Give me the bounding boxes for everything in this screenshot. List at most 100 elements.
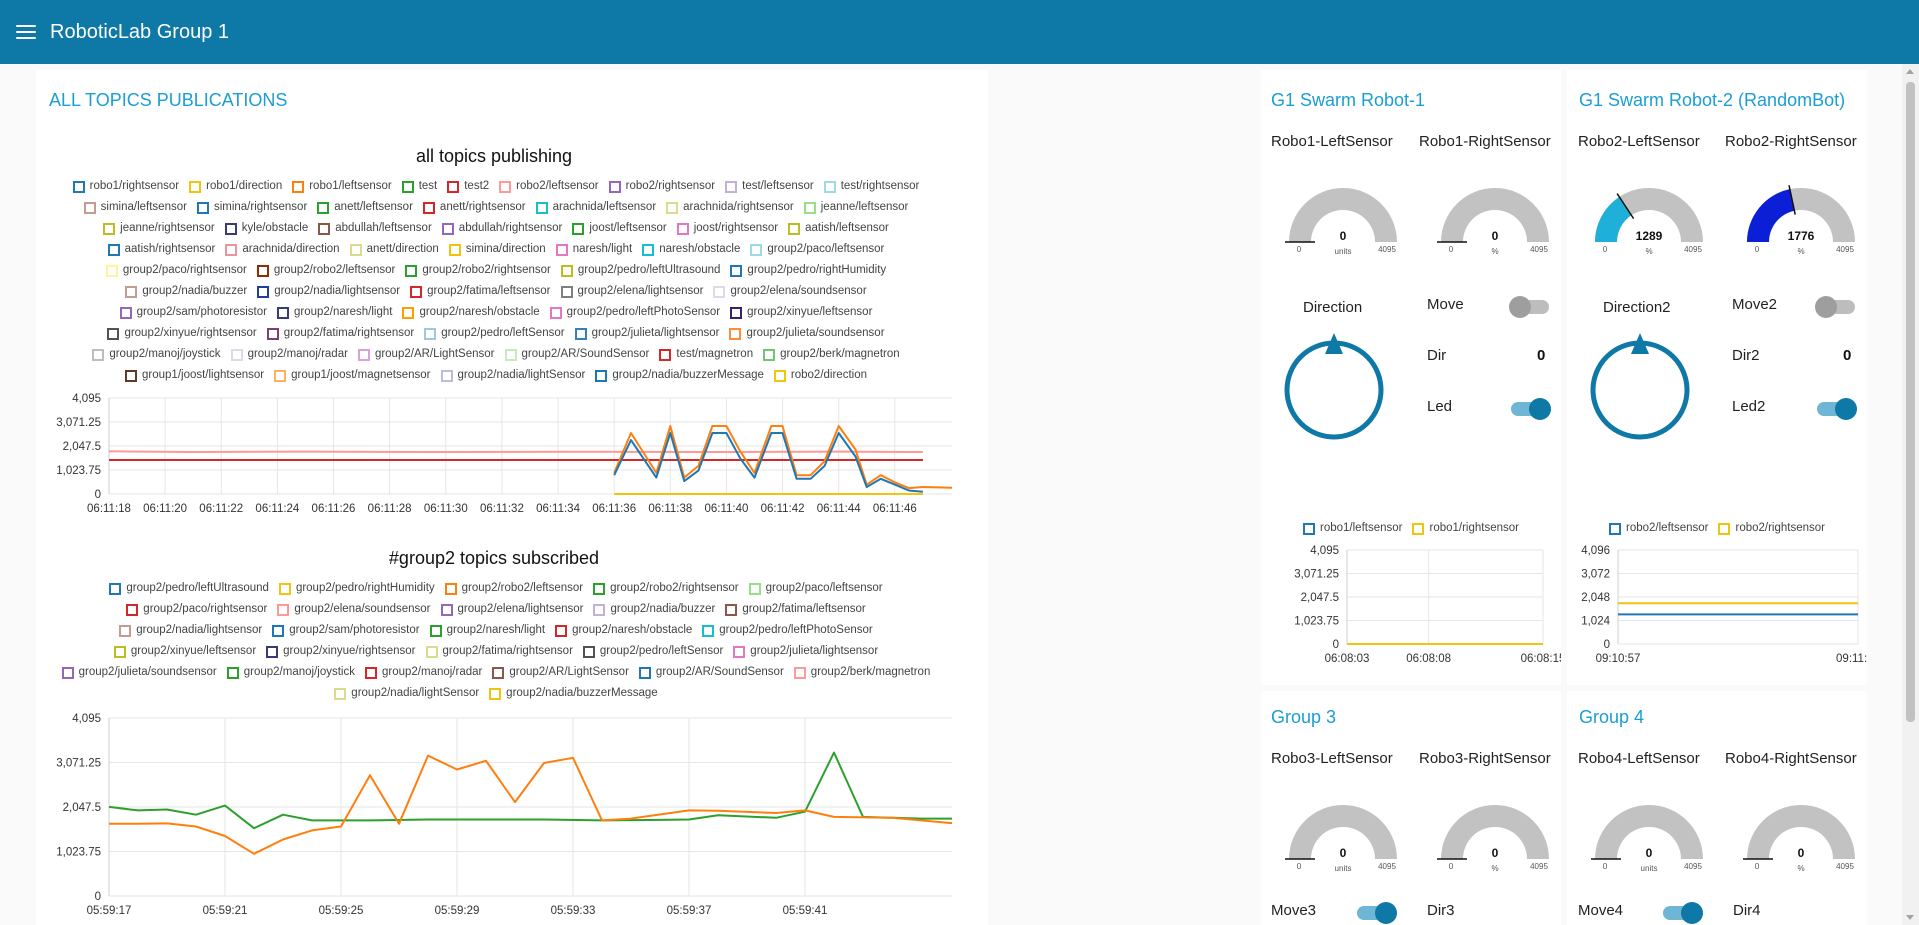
legend-item[interactable]: group2/naresh/light	[429, 620, 545, 641]
scrollbar-thumb[interactable]	[1906, 82, 1915, 722]
legend-item[interactable]: group2/paco/rightsensor	[105, 260, 247, 281]
legend-item[interactable]: group2/julieta/soundsensor	[61, 662, 217, 683]
legend-item[interactable]: anett/rightsensor	[422, 197, 526, 218]
legend-item[interactable]: group1/joost/lightsensor	[125, 365, 264, 386]
legend-item[interactable]: abdullah/leftsensor	[318, 218, 432, 239]
legend-item[interactable]: test/leftsensor	[725, 176, 814, 197]
legend-item[interactable]: group2/AR/SoundSensor	[638, 662, 784, 683]
legend-item[interactable]: group2/naresh/light	[276, 302, 392, 323]
legend-item[interactable]: anett/leftsensor	[317, 197, 413, 218]
led-toggle[interactable]	[1511, 398, 1551, 420]
move-toggle[interactable]	[1663, 902, 1703, 924]
legend-item[interactable]: group2/nadia/lightsensor	[119, 620, 262, 641]
legend-item[interactable]: group2/nadia/buzzerMessage	[489, 683, 658, 704]
legend-item[interactable]: group2/julieta/lightsensor	[733, 641, 878, 662]
led-toggle[interactable]	[1817, 398, 1857, 420]
legend-item[interactable]: group2/xinyue/leftsensor	[730, 302, 872, 323]
scroll-up-arrow-icon[interactable]	[1906, 69, 1914, 74]
legend-item[interactable]: group2/nadia/buzzer	[593, 599, 715, 620]
legend-item[interactable]: robo1/rightsensor	[1412, 518, 1519, 539]
legend-item[interactable]: group2/pedro/rightHumidity	[278, 578, 435, 599]
legend-item[interactable]: group1/joost/magnetsensor	[274, 365, 431, 386]
legend-item[interactable]: aatish/rightsensor	[107, 239, 215, 260]
legend-item[interactable]: kyle/obstacle	[224, 218, 308, 239]
legend-item[interactable]: robo2/leftsensor	[1609, 518, 1708, 539]
menu-icon[interactable]	[16, 25, 42, 39]
legend-item[interactable]: group2/pedro/leftSensor	[424, 323, 565, 344]
legend-item[interactable]: arachnida/rightsensor	[666, 197, 794, 218]
legend-item[interactable]: group2/robo2/rightsensor	[405, 260, 551, 281]
legend-item[interactable]: group2/paco/leftsensor	[748, 578, 883, 599]
legend-item[interactable]: group2/paco/rightsensor	[126, 599, 267, 620]
legend-item[interactable]: group2/manoj/joystick	[92, 344, 221, 365]
legend-item[interactable]: group2/julieta/soundsensor	[729, 323, 885, 344]
legend-item[interactable]: jeanne/leftsensor	[803, 197, 908, 218]
legend-item[interactable]: simina/direction	[448, 239, 546, 260]
legend-item[interactable]: group2/sam/photoresistor	[119, 302, 267, 323]
legend-item[interactable]: group2/nadia/lightsensor	[257, 281, 400, 302]
legend-item[interactable]: group2/robo2/leftsensor	[444, 578, 583, 599]
legend-item[interactable]: robo2/direction	[773, 365, 867, 386]
legend-item[interactable]: group2/fatima/leftsensor	[410, 281, 551, 302]
legend-item[interactable]: arachnida/leftsensor	[535, 197, 656, 218]
legend-item[interactable]: group2/elena/lightsensor	[440, 599, 583, 620]
legend-item[interactable]: group2/pedro/leftUltrasound	[109, 578, 269, 599]
legend-item[interactable]: group2/berk/magnetron	[763, 344, 900, 365]
legend-item[interactable]: group2/pedro/leftSensor	[582, 641, 723, 662]
legend-item[interactable]: group2/xinyue/rightsensor	[107, 323, 257, 344]
legend-item[interactable]: group2/naresh/obstacle	[555, 620, 692, 641]
legend-item[interactable]: group2/AR/LightSensor	[492, 662, 629, 683]
legend-item[interactable]: group2/nadia/buzzerMessage	[595, 365, 764, 386]
legend-item[interactable]: joost/leftsensor	[572, 218, 667, 239]
move-toggle[interactable]	[1815, 296, 1855, 318]
legend-item[interactable]: naresh/light	[555, 239, 632, 260]
legend-item[interactable]: group2/sam/photoresistor	[272, 620, 420, 641]
legend-item[interactable]: group2/xinyue/rightsensor	[266, 641, 416, 662]
legend-item[interactable]: group2/fatima/rightsensor	[266, 323, 414, 344]
legend-item[interactable]: robo2/rightsensor	[1718, 518, 1825, 539]
legend-item[interactable]: robo2/leftsensor	[499, 176, 599, 197]
page-scrollbar[interactable]	[1902, 64, 1919, 925]
legend-item[interactable]: group2/elena/soundsensor	[277, 599, 431, 620]
legend-item[interactable]: group2/naresh/obstacle	[402, 302, 540, 323]
legend-item[interactable]: group2/robo2/leftsensor	[256, 260, 395, 281]
legend-item[interactable]: group2/robo2/rightsensor	[593, 578, 739, 599]
legend-item[interactable]: group2/nadia/buzzer	[125, 281, 247, 302]
legend-item[interactable]: group2/AR/LightSensor	[357, 344, 495, 365]
legend-item[interactable]: group2/elena/soundsensor	[713, 281, 867, 302]
legend-item[interactable]: abdullah/rightsensor	[441, 218, 562, 239]
legend-item[interactable]: group2/manoj/joystick	[226, 662, 355, 683]
legend-item[interactable]: arachnida/direction	[225, 239, 340, 260]
move-toggle[interactable]	[1509, 296, 1549, 318]
legend-item[interactable]: group2/pedro/leftPhotoSensor	[549, 302, 720, 323]
legend-item[interactable]: group2/manoj/radar	[364, 662, 482, 683]
legend-item[interactable]: test	[401, 176, 437, 197]
legend-item[interactable]: group2/fatima/rightsensor	[425, 641, 573, 662]
legend-item[interactable]: simina/leftsensor	[83, 197, 187, 218]
legend-item[interactable]: robo1/leftsensor	[292, 176, 392, 197]
legend-item[interactable]: anett/direction	[349, 239, 439, 260]
legend-item[interactable]: robo1/rightsensor	[72, 176, 179, 197]
legend-item[interactable]: robo1/direction	[189, 176, 282, 197]
legend-item[interactable]: group2/xinyue/leftsensor	[113, 641, 256, 662]
legend-item[interactable]: group2/pedro/leftPhotoSensor	[702, 620, 873, 641]
legend-item[interactable]: robo1/leftsensor	[1303, 518, 1402, 539]
scroll-down-arrow-icon[interactable]	[1906, 915, 1914, 920]
legend-item[interactable]: group2/fatima/leftsensor	[725, 599, 866, 620]
legend-item[interactable]: test/magnetron	[659, 344, 753, 365]
legend-item[interactable]: test/rightsensor	[823, 176, 919, 197]
legend-item[interactable]: group2/nadia/lightSensor	[440, 365, 585, 386]
legend-item[interactable]: group2/pedro/rightHumidity	[730, 260, 886, 281]
legend-item[interactable]: robo2/rightsensor	[608, 176, 715, 197]
legend-item[interactable]: group2/pedro/leftUltrasound	[560, 260, 720, 281]
legend-item[interactable]: group2/elena/lightsensor	[560, 281, 703, 302]
move-toggle[interactable]	[1357, 902, 1397, 924]
legend-item[interactable]: group2/julieta/lightsensor	[574, 323, 719, 344]
legend-item[interactable]: group2/nadia/lightSensor	[334, 683, 479, 704]
legend-item[interactable]: group2/manoj/radar	[230, 344, 348, 365]
legend-item[interactable]: test2	[447, 176, 489, 197]
legend-item[interactable]: joost/rightsensor	[676, 218, 778, 239]
legend-item[interactable]: naresh/obstacle	[642, 239, 740, 260]
legend-item[interactable]: jeanne/rightsensor	[103, 218, 215, 239]
legend-item[interactable]: simina/rightsensor	[196, 197, 307, 218]
